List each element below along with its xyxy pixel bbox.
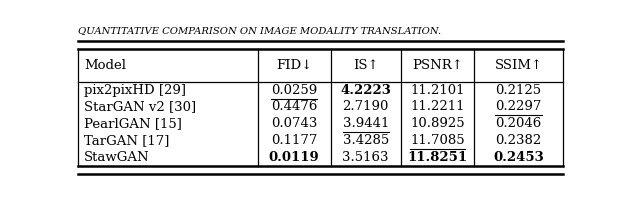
Text: TarGAN [17]: TarGAN [17] [84, 134, 170, 147]
Text: 0.0119: 0.0119 [269, 151, 319, 164]
Text: pix2pixHD [29]: pix2pixHD [29] [84, 84, 186, 97]
Text: 0.1177: 0.1177 [271, 134, 317, 147]
Text: 0.2125: 0.2125 [495, 84, 541, 97]
Text: StarGAN v2 [30]: StarGAN v2 [30] [84, 100, 196, 114]
Text: 3.5163: 3.5163 [342, 151, 389, 164]
Text: Model: Model [84, 59, 126, 72]
Text: 3.9441: 3.9441 [342, 117, 389, 130]
Text: PearlGAN [15]: PearlGAN [15] [84, 117, 182, 130]
Text: FID↓: FID↓ [276, 59, 312, 72]
Text: 4.2223: 4.2223 [341, 84, 391, 97]
Text: QUANTITATIVE COMPARISON ON IMAGE MODALITY TRANSLATION.: QUANTITATIVE COMPARISON ON IMAGE MODALIT… [78, 26, 441, 35]
Text: 0.2382: 0.2382 [495, 134, 541, 147]
Text: 0.2453: 0.2453 [493, 151, 544, 164]
Text: 10.8925: 10.8925 [410, 117, 464, 130]
Text: 0.4476: 0.4476 [271, 100, 317, 114]
Text: 0.0259: 0.0259 [271, 84, 317, 97]
Text: IS↑: IS↑ [353, 59, 379, 72]
Text: 0.2046: 0.2046 [495, 117, 541, 130]
Text: PSNR↑: PSNR↑ [412, 59, 463, 72]
Text: 2.7190: 2.7190 [342, 100, 389, 114]
Text: SSIM↑: SSIM↑ [495, 59, 543, 72]
Text: 0.0743: 0.0743 [271, 117, 317, 130]
Text: 3.4285: 3.4285 [342, 134, 389, 147]
Text: 11.2101: 11.2101 [410, 84, 464, 97]
Text: 11.7085: 11.7085 [410, 134, 464, 147]
Text: 0.2297: 0.2297 [495, 100, 541, 114]
Text: 11.8251: 11.8251 [407, 151, 468, 164]
Text: 11.2211: 11.2211 [410, 100, 464, 114]
Text: StawGAN: StawGAN [84, 151, 150, 164]
